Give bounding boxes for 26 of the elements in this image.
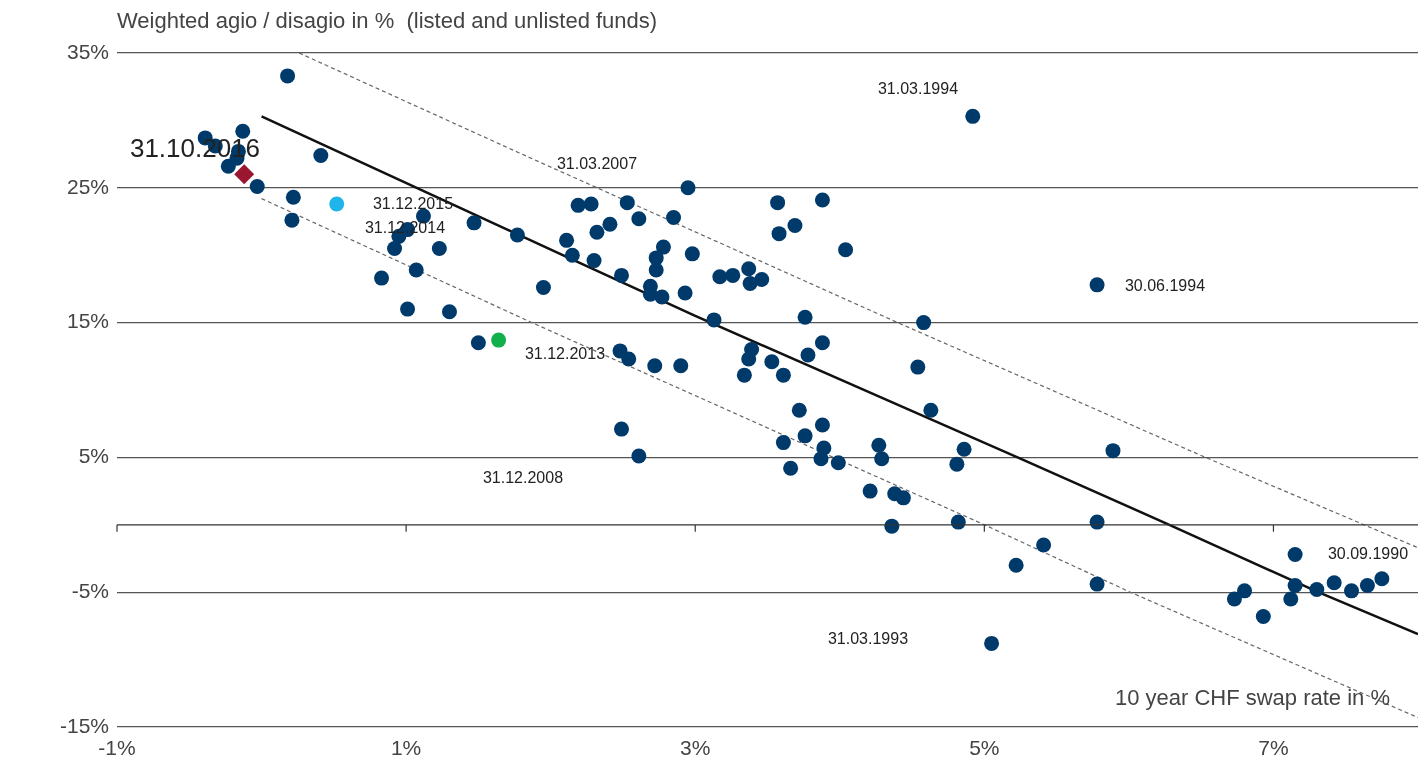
point xyxy=(329,196,345,212)
x-tick-label: 7% xyxy=(1258,736,1289,760)
annotation: 30.06.1994 xyxy=(1124,277,1206,295)
y-axis-title: Weighted agio / disagio in % (listed and unlisted funds) xyxy=(117,8,658,34)
annotation: 31.12.2008 xyxy=(482,469,564,487)
annotation: 31.03.1993 xyxy=(827,630,909,648)
point xyxy=(491,332,507,348)
annotation: 31.12.2015 xyxy=(372,195,454,213)
annotation: 30.09.1990 xyxy=(1327,545,1409,563)
y-tick-label: -15% xyxy=(59,713,109,737)
x-tick-label: -1% xyxy=(98,736,136,760)
annotation: 31.03.2007 xyxy=(556,155,638,173)
x-tick-label: 5% xyxy=(969,736,1000,760)
x-tick-label: 3% xyxy=(680,736,711,760)
y-tick-label: 35% xyxy=(66,39,109,63)
x-tick-label: 1% xyxy=(390,736,422,760)
y-tick-label: 5% xyxy=(78,444,109,468)
x-axis-title: 10 year CHF swap rate in % xyxy=(1114,685,1390,710)
annotation: 31.12.2013 xyxy=(524,345,606,363)
y-tick-label: -5% xyxy=(71,579,109,602)
point xyxy=(234,164,255,185)
y-tick-label: 15% xyxy=(66,309,109,333)
line-series xyxy=(260,197,1418,719)
line-series xyxy=(298,53,1418,549)
y-tick-label: 25% xyxy=(66,174,109,198)
annotation: 31.03.1994 xyxy=(877,80,959,98)
